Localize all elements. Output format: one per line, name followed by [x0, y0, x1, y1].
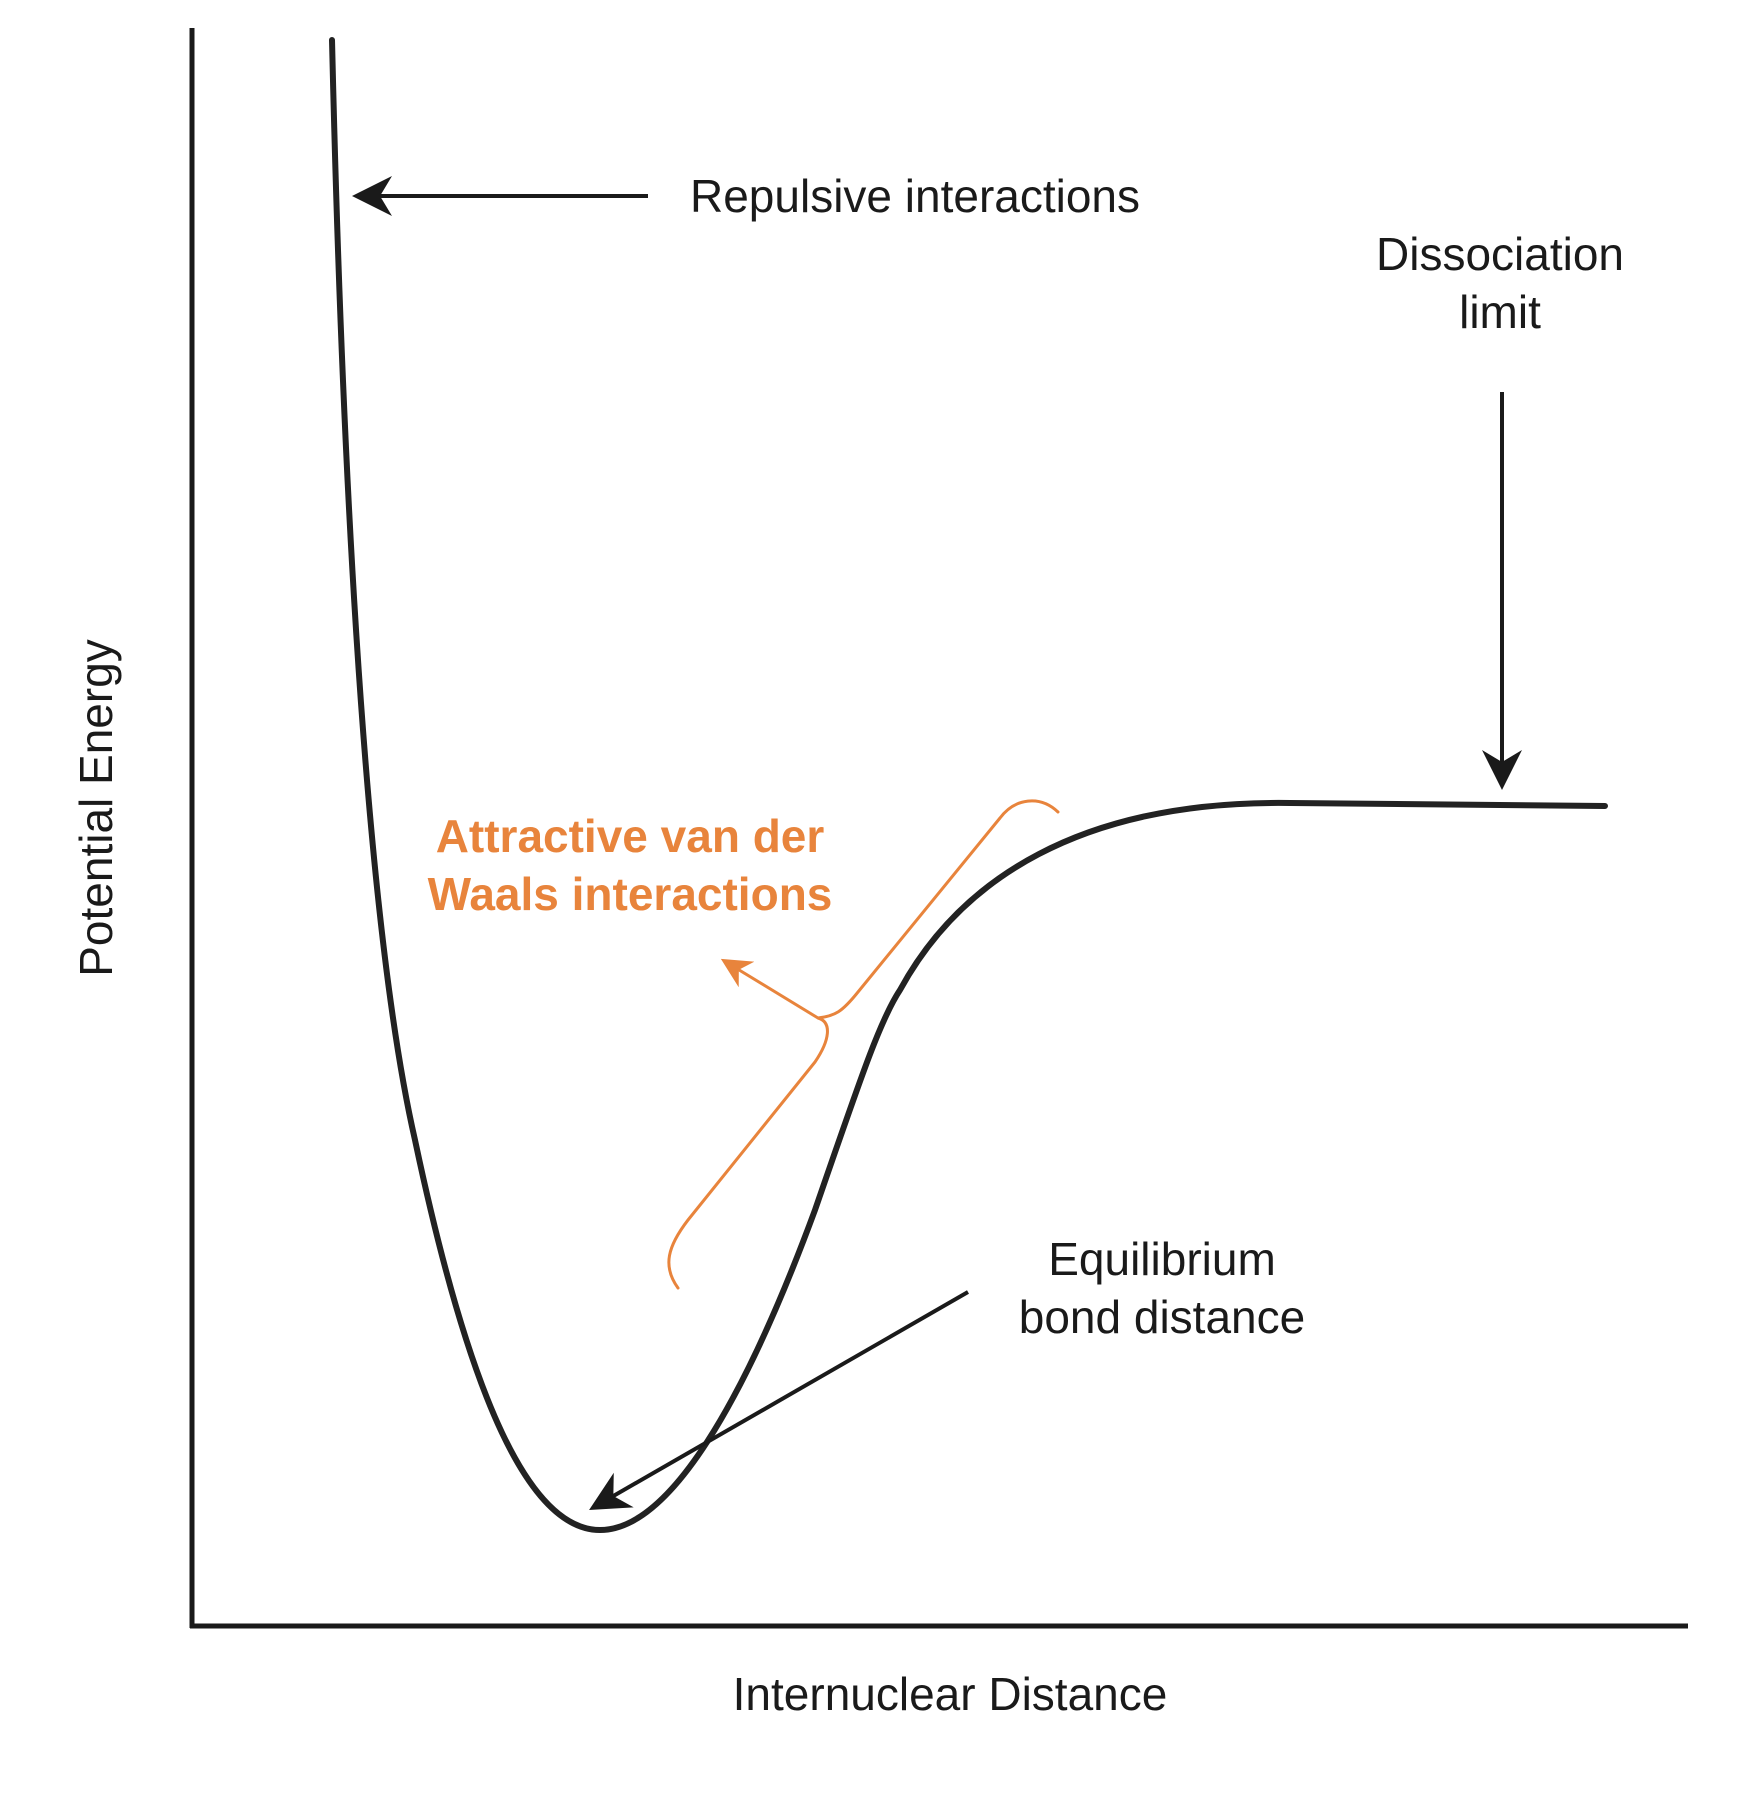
attractive-label-line1: Attractive van der	[436, 810, 825, 862]
repulsive-label: Repulsive interactions	[690, 170, 1140, 222]
equilibrium-label-line1: Equilibrium	[1048, 1233, 1276, 1285]
x-axis-label: Internuclear Distance	[733, 1668, 1168, 1720]
equilibrium-label-line2: bond distance	[1019, 1291, 1305, 1343]
dissociation-label-line1: Dissociation	[1376, 228, 1624, 280]
dissociation-label-line2: limit	[1459, 286, 1541, 338]
attractive-arrow	[720, 958, 819, 1020]
potential-energy-curve	[329, 37, 1608, 1533]
y-axis-label: Potential Energy	[70, 639, 122, 977]
equilibrium-arrow	[589, 1290, 969, 1510]
attractive-label-line2: Waals interactions	[428, 868, 833, 920]
